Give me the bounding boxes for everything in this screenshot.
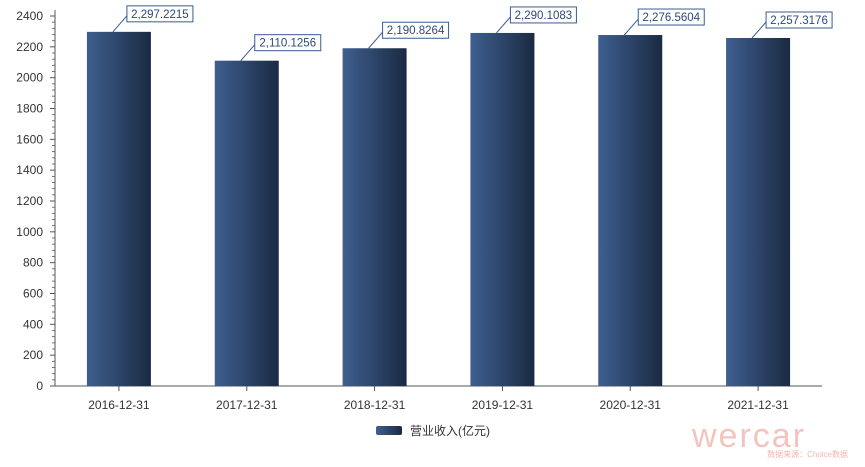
data-label-leader xyxy=(623,18,639,36)
data-label-box xyxy=(126,5,194,23)
bar[interactable] xyxy=(598,35,663,386)
y-tick-label: 800 xyxy=(23,256,43,270)
watermark-source: 数据来源：Choice数据 xyxy=(767,449,848,459)
y-tick-label: 600 xyxy=(23,287,43,301)
data-label-leader xyxy=(751,21,767,39)
data-label-leader xyxy=(240,44,256,62)
bar[interactable] xyxy=(726,37,791,387)
bar[interactable] xyxy=(470,32,535,386)
x-tick-label: 2017-12-31 xyxy=(216,398,278,412)
data-label-box xyxy=(509,6,577,24)
x-tick-label: 2021-12-31 xyxy=(727,398,789,412)
data-label-box xyxy=(765,11,833,29)
x-tick-label: 2016-12-31 xyxy=(88,398,150,412)
data-label-box xyxy=(637,8,705,26)
data-label: 2,276.5604 xyxy=(642,12,700,24)
y-tick-label: 1000 xyxy=(16,225,43,239)
data-label-leader xyxy=(368,31,383,49)
data-label: 2,297.2215 xyxy=(131,9,189,21)
legend-swatch xyxy=(376,426,402,435)
watermark: wercar 数据来源：Choice数据 xyxy=(691,417,848,459)
y-tick-label: 2400 xyxy=(16,9,43,23)
legend[interactable]: 营业收入(亿元) xyxy=(376,423,490,438)
watermark-brand: wercar xyxy=(691,417,806,455)
y-tick-label: 1400 xyxy=(16,163,43,177)
y-tick-label: 1200 xyxy=(16,194,43,208)
data-label: 2,110.1256 xyxy=(259,38,316,50)
y-tick-label: 200 xyxy=(23,348,43,362)
data-label-leader xyxy=(496,16,511,34)
data-label: 2,190.8264 xyxy=(387,25,445,37)
y-tick-label: 1600 xyxy=(16,132,43,146)
data-label-leader xyxy=(112,15,128,33)
data-labels-group: 2,297.2215 2,110.1256 2,190.8264 2,290.1083… xyxy=(112,5,833,62)
data-label-box xyxy=(382,21,450,39)
bar[interactable] xyxy=(86,31,151,386)
data-label: 2,290.1083 xyxy=(515,10,573,22)
legend-label: 营业收入(亿元) xyxy=(410,423,490,438)
x-tick-label: 2018-12-31 xyxy=(344,398,406,412)
y-tick-label: 0 xyxy=(36,379,43,393)
y-tick-label: 2200 xyxy=(16,40,43,54)
data-label-box xyxy=(254,34,322,52)
bar[interactable] xyxy=(342,48,407,387)
x-tick-label: 2020-12-31 xyxy=(600,398,662,412)
data-label: 2,257.3176 xyxy=(770,15,828,27)
y-tick-label: 2000 xyxy=(16,71,43,85)
bar[interactable] xyxy=(214,60,279,387)
bars-group xyxy=(86,31,791,387)
x-axis: 2016-12-31 2017-12-31 2018-12-31 2019-12-31… xyxy=(55,385,822,412)
y-tick-label: 400 xyxy=(23,317,43,331)
y-tick-label: 1800 xyxy=(16,102,43,116)
x-tick-label: 2019-12-31 xyxy=(472,398,534,412)
y-axis: 0 200 400 600 800 1000 1200 1400 1600 1800 2000 220… xyxy=(16,9,56,393)
